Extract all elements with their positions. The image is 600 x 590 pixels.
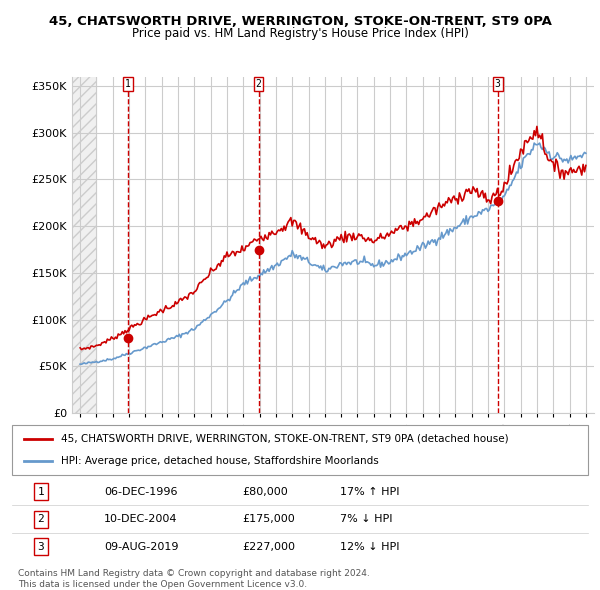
Text: 2: 2 (256, 78, 262, 88)
Text: 12% ↓ HPI: 12% ↓ HPI (340, 542, 400, 552)
Text: 3: 3 (495, 78, 500, 88)
Text: Contains HM Land Registry data © Crown copyright and database right 2024.
This d: Contains HM Land Registry data © Crown c… (18, 569, 370, 589)
Text: 45, CHATSWORTH DRIVE, WERRINGTON, STOKE-ON-TRENT, ST9 0PA (detached house): 45, CHATSWORTH DRIVE, WERRINGTON, STOKE-… (61, 434, 509, 444)
Bar (72, 77, 97, 413)
Text: £175,000: £175,000 (242, 514, 295, 524)
Bar (72, 77, 97, 413)
Text: HPI: Average price, detached house, Staffordshire Moorlands: HPI: Average price, detached house, Staf… (61, 456, 379, 466)
Text: Price paid vs. HM Land Registry's House Price Index (HPI): Price paid vs. HM Land Registry's House … (131, 27, 469, 40)
Text: 1: 1 (37, 487, 44, 497)
Text: 3: 3 (37, 542, 44, 552)
Text: 17% ↑ HPI: 17% ↑ HPI (340, 487, 400, 497)
Text: 06-DEC-1996: 06-DEC-1996 (104, 487, 178, 497)
Text: 1: 1 (125, 78, 131, 88)
Text: 7% ↓ HPI: 7% ↓ HPI (340, 514, 393, 524)
Text: 2: 2 (37, 514, 44, 524)
Text: 10-DEC-2004: 10-DEC-2004 (104, 514, 178, 524)
Text: 09-AUG-2019: 09-AUG-2019 (104, 542, 179, 552)
Text: £227,000: £227,000 (242, 542, 295, 552)
Text: £80,000: £80,000 (242, 487, 288, 497)
FancyBboxPatch shape (12, 425, 588, 475)
Text: 45, CHATSWORTH DRIVE, WERRINGTON, STOKE-ON-TRENT, ST9 0PA: 45, CHATSWORTH DRIVE, WERRINGTON, STOKE-… (49, 15, 551, 28)
